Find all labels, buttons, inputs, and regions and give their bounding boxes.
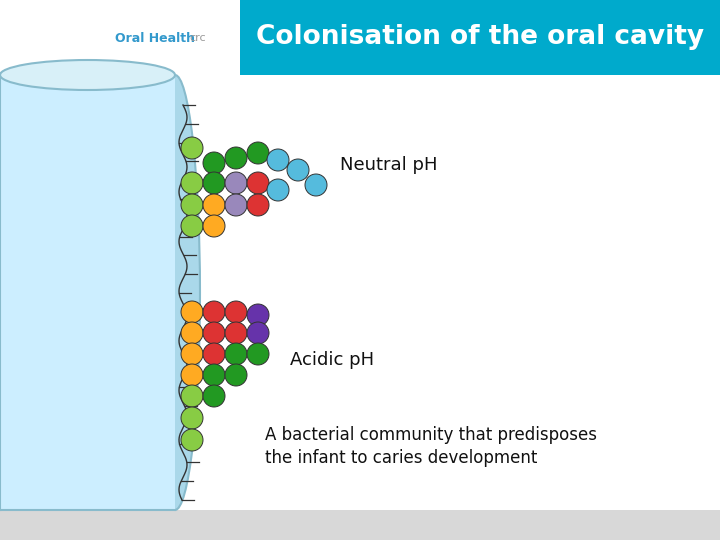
- Circle shape: [225, 301, 247, 323]
- Circle shape: [181, 385, 203, 407]
- Text: Colonisation of the oral cavity: Colonisation of the oral cavity: [256, 24, 704, 50]
- Circle shape: [181, 194, 203, 216]
- Circle shape: [181, 343, 203, 365]
- Circle shape: [225, 147, 247, 169]
- Circle shape: [181, 137, 203, 159]
- Bar: [0, 75, 175, 510]
- Circle shape: [203, 301, 225, 323]
- Circle shape: [267, 149, 289, 171]
- Circle shape: [181, 172, 203, 194]
- Circle shape: [267, 179, 289, 201]
- Circle shape: [247, 142, 269, 164]
- Circle shape: [225, 172, 247, 194]
- Circle shape: [203, 385, 225, 407]
- Circle shape: [203, 364, 225, 386]
- Circle shape: [181, 215, 203, 237]
- Circle shape: [181, 364, 203, 386]
- Circle shape: [247, 172, 269, 194]
- Bar: [0, 0, 240, 75]
- Text: Acidic pH: Acidic pH: [290, 351, 374, 369]
- Circle shape: [247, 343, 269, 365]
- Circle shape: [225, 343, 247, 365]
- Circle shape: [203, 343, 225, 365]
- Circle shape: [181, 429, 203, 451]
- Circle shape: [247, 322, 269, 344]
- Circle shape: [203, 194, 225, 216]
- Ellipse shape: [150, 75, 200, 510]
- Text: A bacterial community that predisposes: A bacterial community that predisposes: [265, 426, 597, 444]
- Circle shape: [181, 301, 203, 323]
- Circle shape: [203, 172, 225, 194]
- Text: the infant to caries development: the infant to caries development: [265, 449, 537, 467]
- Circle shape: [287, 159, 309, 181]
- Bar: [0, 75, 175, 510]
- Text: Oral Health: Oral Health: [115, 31, 195, 44]
- Circle shape: [181, 407, 203, 429]
- Text: crc: crc: [189, 33, 207, 43]
- Circle shape: [247, 304, 269, 326]
- Ellipse shape: [0, 60, 175, 90]
- Bar: [0, 510, 720, 540]
- Bar: [240, 0, 720, 75]
- Circle shape: [181, 322, 203, 344]
- Circle shape: [225, 194, 247, 216]
- Circle shape: [203, 152, 225, 174]
- Circle shape: [203, 322, 225, 344]
- Bar: [0, 75, 720, 510]
- Circle shape: [203, 215, 225, 237]
- Circle shape: [305, 174, 327, 196]
- Circle shape: [225, 322, 247, 344]
- Text: Neutral pH: Neutral pH: [340, 156, 438, 174]
- Circle shape: [247, 194, 269, 216]
- Circle shape: [225, 364, 247, 386]
